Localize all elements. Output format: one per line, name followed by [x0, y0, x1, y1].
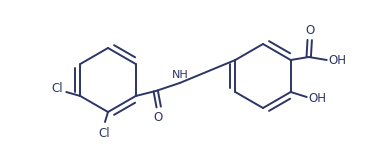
Text: NH: NH	[172, 70, 189, 80]
Text: Cl: Cl	[52, 83, 63, 95]
Text: O: O	[305, 24, 314, 37]
Text: Cl: Cl	[98, 127, 110, 140]
Text: OH: OH	[309, 92, 327, 105]
Text: OH: OH	[329, 54, 347, 67]
Text: O: O	[153, 111, 162, 124]
